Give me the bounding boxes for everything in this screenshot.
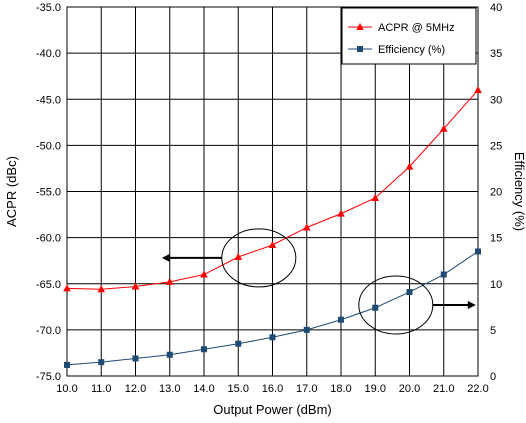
x-axis-title: Output Power (dBm) [213, 402, 332, 417]
x-tick-label: 15.0 [228, 383, 249, 395]
data-point-triangle [302, 223, 311, 231]
data-point-square [98, 359, 105, 366]
x-tick-label: 17.0 [296, 383, 317, 395]
right-y-tick-label: 0 [490, 371, 496, 383]
series-efficiency [64, 248, 481, 368]
right-y-tick-label: 10 [490, 279, 502, 291]
right-y-tick-label: 35 [490, 48, 502, 60]
left-y-axis-title: ACPR (dBc) [4, 156, 19, 227]
x-tick-label: 13.0 [159, 383, 180, 395]
right-y-tick-label: 5 [490, 325, 496, 337]
data-point-square [406, 289, 413, 296]
data-point-square [235, 340, 242, 347]
legend: ACPR @ 5MHz Efficiency (%) [341, 7, 477, 65]
left-y-tick-label: -65.0 [36, 279, 61, 291]
data-point-square [201, 346, 207, 353]
data-point-square [132, 355, 139, 362]
data-point-triangle [63, 284, 71, 292]
data-point-square [303, 326, 310, 333]
data-point-triangle [97, 285, 106, 293]
data-point-triangle [474, 86, 482, 94]
data-point-triangle [234, 252, 243, 260]
data-point-square [166, 351, 173, 358]
right-y-tick-label: 15 [490, 233, 502, 245]
right-y-axis-title: Efficiency (%) [512, 152, 526, 231]
annotation-efficiency [358, 275, 476, 335]
data-point-triangle [131, 282, 140, 290]
x-axis-ticks: 10.0 11.0 12.0 13.0 14.0 15.0 16.0 17.0 18.0 19.0… [56, 383, 488, 395]
data-point-triangle [371, 193, 380, 201]
data-point-square [440, 271, 447, 278]
annotation-ellipse [358, 275, 434, 335]
data-point-square [357, 46, 363, 52]
data-point-square [64, 361, 70, 368]
data-point-triangle [439, 124, 448, 132]
x-tick-label: 10.0 [56, 383, 77, 395]
x-tick-label: 11.0 [91, 383, 112, 395]
right-y-tick-label: 20 [490, 187, 502, 199]
left-y-tick-label: -35.0 [36, 2, 61, 14]
legend-item: ACPR @ 5MHz [348, 22, 455, 34]
data-point-square [338, 316, 344, 323]
left-y-axis-ticks: -35.0 -40.0 -45.0 -50.0 -55.0 -60.0 -65.0 -70.0… [36, 2, 61, 383]
series-group [63, 86, 482, 368]
data-point-triangle [405, 162, 414, 170]
x-tick-label: 14.0 [193, 383, 214, 395]
x-tick-label: 16.0 [262, 383, 283, 395]
legend-item: Efficiency (%) [348, 44, 445, 56]
legend-label: ACPR @ 5MHz [378, 22, 455, 34]
left-y-tick-label: -50.0 [36, 140, 61, 152]
right-y-tick-label: 30 [490, 94, 502, 106]
legend-box [341, 7, 477, 65]
annotation-arrow-head [467, 300, 476, 309]
plot-area [66, 6, 479, 377]
right-y-axis-ticks: 40 35 30 25 20 15 10 5 0 [490, 2, 502, 383]
annotations [161, 228, 476, 335]
data-point-triangle [165, 277, 174, 285]
x-tick-label: 20.0 [399, 383, 420, 395]
legend-label: Efficiency (%) [378, 44, 445, 56]
right-y-tick-label: 25 [490, 140, 502, 152]
left-y-tick-label: -70.0 [36, 325, 61, 337]
left-y-tick-label: -75.0 [36, 371, 61, 383]
x-tick-label: 12.0 [125, 383, 146, 395]
annotation-acpr [161, 228, 297, 288]
x-tick-label: 21.0 [433, 383, 454, 395]
left-y-tick-label: -55.0 [36, 187, 61, 199]
data-point-triangle [268, 241, 277, 249]
x-tick-label: 18.0 [330, 383, 351, 395]
data-point-square [475, 248, 481, 255]
x-tick-label: 19.0 [365, 383, 386, 395]
left-y-tick-label: -40.0 [36, 48, 61, 60]
left-y-tick-label: -60.0 [36, 233, 61, 245]
annotation-arrow-head [161, 253, 170, 262]
data-point-triangle [356, 23, 364, 30]
left-y-tick-label: -45.0 [36, 94, 61, 106]
right-y-tick-label: 40 [490, 2, 502, 14]
data-point-square [372, 304, 379, 311]
x-tick-label: 22.0 [467, 383, 488, 395]
data-point-triangle [337, 209, 345, 217]
series-acpr [63, 86, 482, 293]
data-point-triangle [200, 270, 208, 278]
data-point-square [269, 334, 276, 341]
